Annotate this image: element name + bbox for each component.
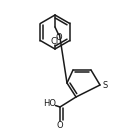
Text: Cl: Cl [51,38,59,47]
Text: S: S [102,80,108,90]
Text: O: O [57,121,63,130]
Text: HO: HO [43,99,56,109]
Text: O: O [56,34,62,43]
